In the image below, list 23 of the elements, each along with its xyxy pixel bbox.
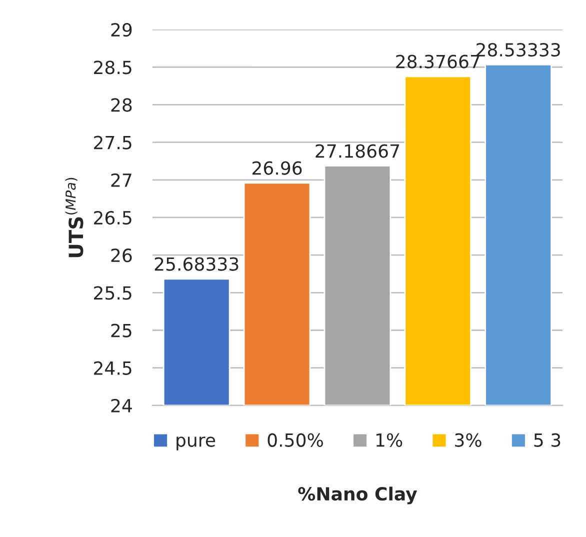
legend-label: 0.50%	[268, 433, 323, 447]
data-label: 26.96	[252, 161, 302, 175]
y-axis-title: UTS$^{(MPa)}$	[65, 178, 84, 258]
y-tick-label: 25	[111, 324, 132, 338]
legend-label: 1%	[376, 433, 402, 447]
data-label: 27.18667	[316, 144, 399, 158]
data-label: 25.68333	[154, 257, 238, 271]
y-tick-label: 28	[111, 98, 132, 112]
y-tick-label: 26.5	[94, 210, 132, 225]
data-label: 28.37667	[396, 54, 480, 68]
y-tick-label: 29	[111, 22, 132, 37]
y-tick-label: 27	[111, 173, 132, 187]
x-axis-title: %Nano Clay	[298, 486, 418, 504]
legend-label: 5 3	[534, 433, 560, 447]
y-tick-label: 25.5	[94, 286, 132, 300]
y-tick-label: 26	[111, 248, 132, 262]
y-tick-label: 24.5	[94, 361, 132, 375]
y-tick-label: 24	[111, 398, 132, 412]
legend-label: pure	[176, 436, 216, 450]
legend-label: 3%	[455, 433, 482, 447]
data-label: 28.53333	[476, 42, 560, 57]
y-tick-label: 28.5	[94, 60, 132, 74]
y-tick-label: 27.5	[94, 136, 132, 150]
